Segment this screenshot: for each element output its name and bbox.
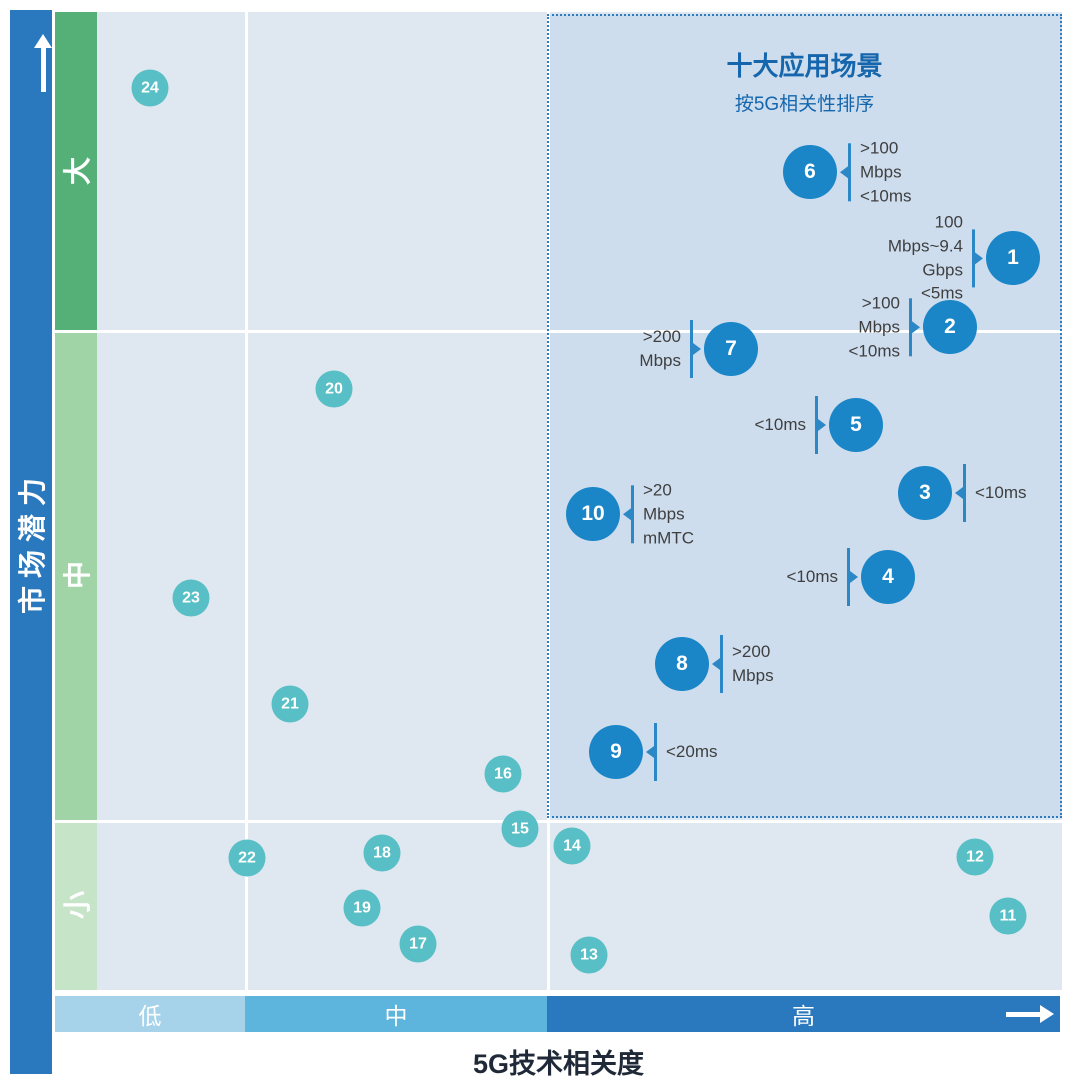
x-category-label: 低 (138, 1003, 162, 1029)
scenario-bubble-20: 20 (315, 370, 353, 408)
annotation-2: >100 Mbps <10ms (848, 291, 912, 362)
annotation-text-9: <20ms (666, 742, 718, 762)
annotation-1: 100 Mbps~9.4 Gbps <5ms (888, 210, 975, 305)
annotation-9: <20ms (654, 723, 718, 781)
y-axis-bar: 市场潜力 (10, 10, 52, 1074)
annotation-tick-icon-2 (909, 297, 912, 356)
scenario-bubble-6: 6 (783, 145, 837, 199)
scenario-bubble-17: 17 (399, 925, 437, 963)
scenario-bubble-14: 14 (553, 827, 591, 865)
arrow-head (1040, 1005, 1054, 1023)
arrow-head (34, 34, 52, 48)
y-axis-title: 市场潜力 (17, 469, 48, 615)
scenario-bubble-15: 15 (501, 810, 539, 848)
annotation-8: >200 Mbps (720, 635, 774, 693)
x-category-label: 中 (384, 1003, 408, 1029)
y-category-small: 小 (55, 820, 97, 990)
annotation-tick-icon-5 (815, 396, 818, 454)
scenario-bubble-2: 2 (923, 300, 977, 354)
scenario-bubble-10: 10 (566, 487, 620, 541)
annotation-4: <10ms (786, 548, 850, 606)
x-category-low: 低 (55, 996, 245, 1032)
scenario-bubble-11: 11 (989, 897, 1027, 935)
scenario-bubble-9: 9 (589, 725, 643, 779)
y-category-strip: 大 中 小 (55, 12, 97, 990)
annotation-7: >200 Mbps (639, 320, 693, 378)
annotation-10: >20 Mbps mMTC (631, 478, 694, 549)
grid-line-horizontal-2 (55, 820, 1062, 823)
annotation-tick-icon-4 (847, 548, 850, 606)
scenario-bubble-12: 12 (956, 838, 994, 876)
grid-line-vertical-1 (245, 12, 248, 990)
annotation-text-1: 100 Mbps~9.4 Gbps <5ms (887, 212, 964, 303)
annotation-tick-icon-3 (963, 464, 966, 522)
scenario-bubble-4: 4 (861, 550, 915, 604)
annotation-tick-icon-7 (690, 320, 693, 378)
x-axis-title: 5G技术相关度 (472, 1049, 645, 1079)
top10-highlight-box: 十大应用场景 按5G相关性排序 (547, 14, 1062, 818)
scenario-bubble-5: 5 (829, 398, 883, 452)
scenario-bubble-21: 21 (271, 685, 309, 723)
scenario-bubble-8: 8 (655, 637, 709, 691)
arrow-stem (1006, 1011, 1040, 1017)
grid-line-horizontal-1 (55, 330, 1062, 333)
annotation-text-4: <10ms (786, 567, 839, 587)
annotation-text-3: <10ms (975, 483, 1027, 503)
plot-area: 大 中 小 十大应用场景 按5G相关性排序 1 100 Mbps~9.4 Gbps… (55, 12, 1062, 990)
scenario-bubble-13: 13 (570, 936, 608, 974)
annotation-text-8: >200 Mbps (732, 642, 774, 685)
annotation-tick-icon-6 (848, 142, 851, 201)
y-category-label: 大 (61, 156, 93, 186)
scenario-bubble-19: 19 (343, 889, 381, 927)
scenario-bubble-7: 7 (704, 322, 758, 376)
annotation-3: <10ms (963, 464, 1027, 522)
scenario-bubble-18: 18 (363, 834, 401, 872)
y-axis-arrow-icon (34, 34, 52, 92)
arrow-stem (40, 48, 46, 92)
x-category-high: 高 (547, 996, 1060, 1032)
annotation-text-7: >200 Mbps (639, 327, 681, 370)
scenario-bubble-16: 16 (484, 755, 522, 793)
y-category-label: 中 (61, 560, 93, 590)
y-category-medium: 中 (55, 330, 97, 820)
annotation-tick-icon-9 (654, 723, 657, 781)
y-category-large: 大 (55, 12, 97, 330)
x-category-label: 高 (792, 1003, 815, 1029)
x-axis-arrow-icon (1006, 1005, 1054, 1023)
scenario-bubble-23: 23 (172, 579, 210, 617)
annotation-5: <10ms (754, 396, 818, 454)
annotation-text-5: <10ms (754, 415, 807, 435)
annotation-tick-icon-8 (720, 635, 723, 693)
annotation-6: >100 Mbps <10ms (848, 136, 912, 207)
chart-title: 十大应用场景 (726, 51, 883, 81)
annotation-text-6: >100 Mbps <10ms (860, 138, 912, 205)
annotation-text-2: >100 Mbps <10ms (848, 293, 901, 360)
chart-subtitle: 按5G相关性排序 (734, 94, 875, 115)
scenario-bubble-24: 24 (131, 69, 169, 107)
annotation-text-10: >20 Mbps mMTC (643, 480, 694, 547)
annotation-tick-icon-1 (972, 229, 975, 287)
x-category-medium: 中 (245, 996, 547, 1032)
y-category-label: 小 (61, 890, 93, 920)
annotation-tick-icon-10 (631, 484, 634, 543)
scenario-bubble-22: 22 (228, 839, 266, 877)
scenario-bubble-1: 1 (986, 231, 1040, 285)
scenario-bubble-3: 3 (898, 466, 952, 520)
